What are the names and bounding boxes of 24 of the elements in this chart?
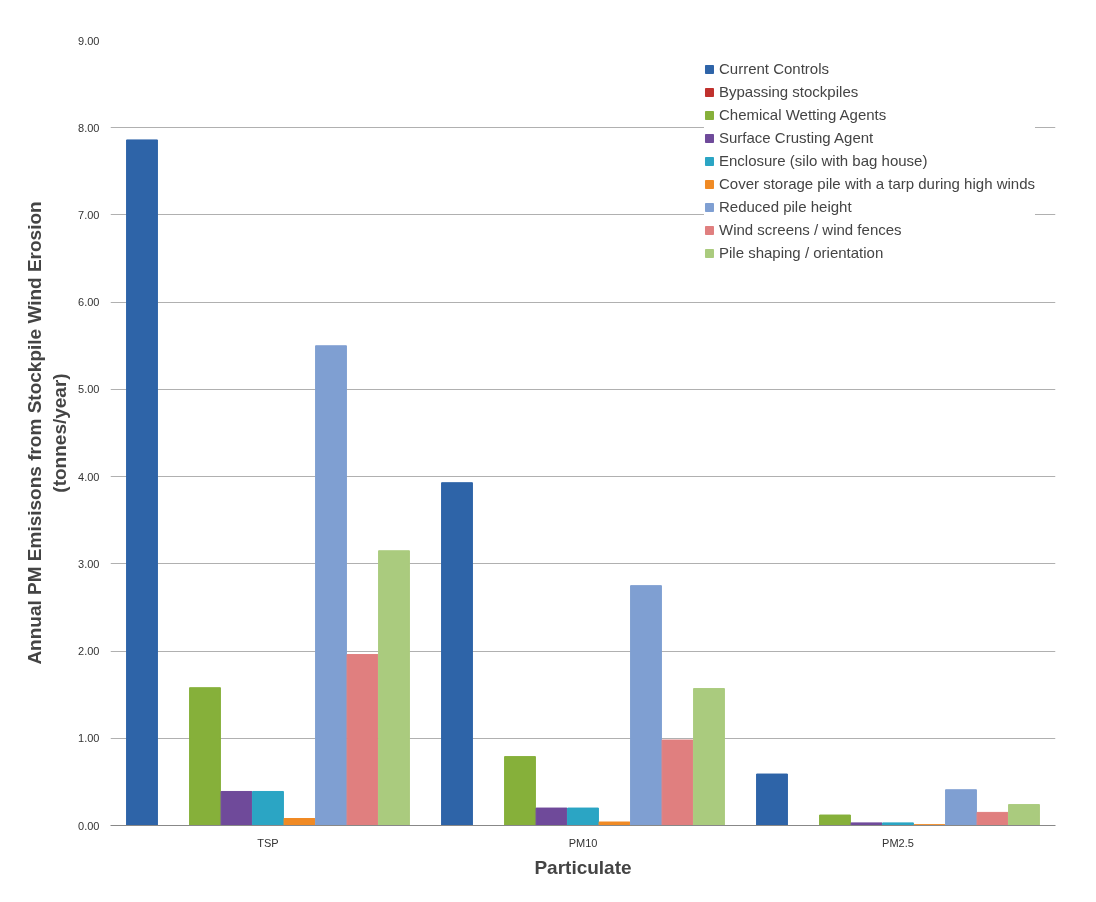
- y-tick-label: 3.00: [78, 557, 100, 570]
- legend-label: Reduced pile height: [718, 198, 852, 215]
- y-tick-label: 8.00: [78, 121, 100, 134]
- legend-label: Current Controls: [718, 60, 830, 77]
- x-tick-label: PM10: [568, 836, 598, 849]
- legend-label: Chemical Wetting Agents: [718, 106, 887, 123]
- y-tick-label: 6.00: [78, 296, 100, 309]
- y-tick-label: 1.00: [78, 732, 100, 745]
- y-tick-label: 0.00: [78, 819, 100, 832]
- x-tick-label: PM2.5: [882, 836, 914, 849]
- legend-label: Enclosure (silo with bag house): [718, 152, 928, 169]
- y-tick-label: 9.00: [78, 34, 100, 47]
- y-tick-label: 2.00: [78, 645, 100, 658]
- legend-label: Surface Crusting Agent: [718, 129, 874, 146]
- y-axis-title: Annual PM Emisisons from Stockpile Wind Erosion (tonnes/year): [23, 201, 71, 665]
- legend-label: Wind screens / wind fences: [718, 221, 902, 238]
- x-axis-title: Particulate: [534, 856, 632, 878]
- legend-label: Cover storage pile with a tarp during high winds: [718, 175, 1035, 192]
- y-tick-label: 7.00: [78, 208, 100, 221]
- legend-label: Pile shaping / orientation: [718, 244, 884, 261]
- x-tick-label: TSP: [257, 836, 279, 849]
- legend-label: Bypassing stockpiles: [718, 83, 859, 100]
- y-tick-label: 4.00: [78, 470, 100, 483]
- y-tick-label: 5.00: [78, 383, 100, 396]
